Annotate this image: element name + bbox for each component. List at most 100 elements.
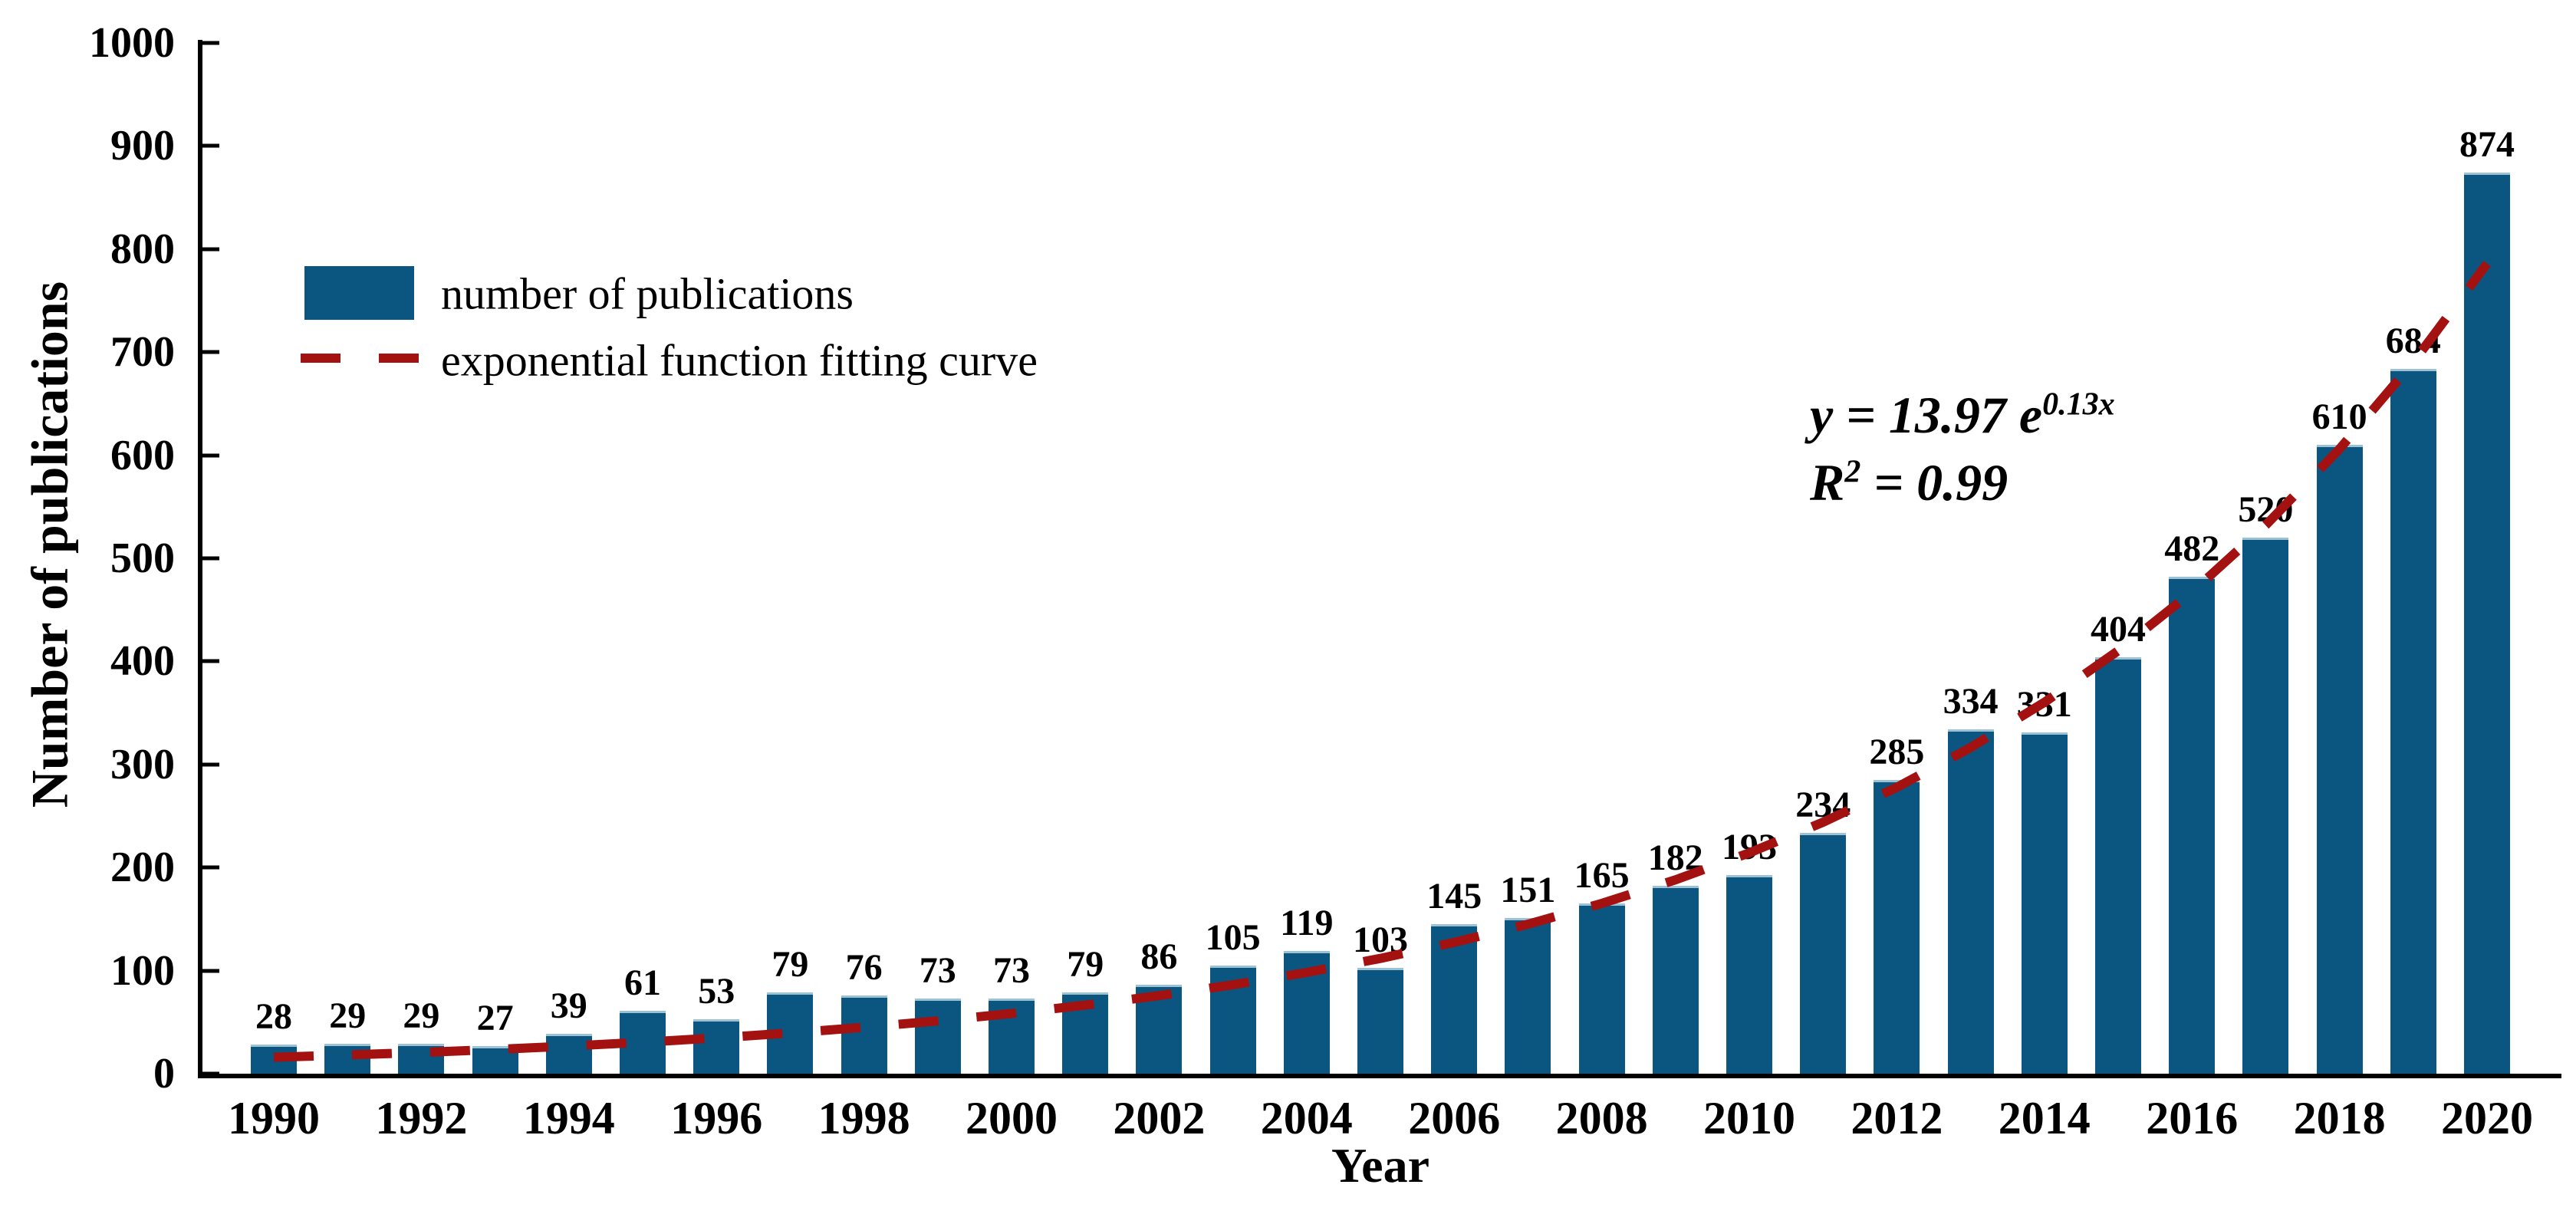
bar-2006 [1431, 924, 1478, 1074]
bar-2017 [2242, 538, 2289, 1074]
bar-2020 [2464, 173, 2510, 1074]
bar-value-label: 145 [1426, 876, 1482, 917]
x-tick-label: 2020 [2441, 1093, 2533, 1143]
bar-2009 [1652, 886, 1699, 1074]
bar-value-label: 182 [1647, 837, 1703, 879]
bar-value-label: 684 [2385, 320, 2441, 361]
bar-value-label: 331 [2016, 684, 2072, 726]
y-tick-mark [202, 41, 219, 45]
y-tick-mark [202, 969, 219, 973]
bar-value-label: 53 [698, 970, 735, 1012]
legend-line-label: exponential function fitting curve [441, 335, 1038, 386]
x-tick-label: 2006 [1408, 1093, 1501, 1143]
fit-equation-line2: R2 = 0.99 [1810, 453, 2008, 512]
x-tick-label: 2008 [1555, 1093, 1648, 1143]
bar-value-label: 234 [1795, 784, 1851, 825]
y-axis-line [198, 40, 202, 1078]
bar-2014 [2021, 732, 2068, 1074]
r-squared-exponent: 2 [1844, 454, 1861, 490]
bar-2005 [1357, 967, 1403, 1074]
bar-value-label: 285 [1869, 731, 1925, 772]
bar-value-label: 165 [1574, 855, 1630, 897]
fit-equation-exponent: 0.13x [2042, 387, 2115, 423]
x-tick-label: 1992 [375, 1093, 468, 1143]
bar-1999 [914, 998, 961, 1074]
bar-value-label: 103 [1353, 919, 1408, 960]
x-tick-label: 1996 [670, 1093, 763, 1143]
x-tick-label: 2012 [1851, 1093, 1943, 1143]
bar-value-label: 482 [2164, 528, 2220, 570]
y-tick-mark [202, 453, 219, 458]
bar-value-label: 334 [1943, 681, 1999, 722]
bar-value-label: 29 [329, 995, 367, 1037]
bar-1991 [324, 1044, 371, 1074]
bar-value-label: 61 [624, 962, 661, 1004]
x-tick-label: 2018 [2293, 1093, 2386, 1143]
x-tick-label: 1994 [522, 1093, 615, 1143]
fit-equation-line1: y = 13.97 e0.13x [1810, 386, 2115, 444]
y-tick-label: 900 [110, 122, 175, 170]
y-tick-mark [202, 350, 219, 354]
y-tick-label: 600 [110, 431, 175, 479]
y-tick-mark [202, 143, 219, 148]
legend-bar-swatch [304, 266, 414, 320]
bar-value-label: 79 [771, 943, 809, 985]
x-tick-label: 1998 [818, 1093, 910, 1143]
bar-value-label: 119 [1280, 903, 1334, 944]
y-tick-mark [202, 1071, 219, 1076]
x-tick-label: 1990 [228, 1093, 320, 1143]
bar-2011 [1800, 832, 1847, 1074]
legend-dash-icon [379, 354, 419, 363]
bar-2000 [989, 998, 1035, 1074]
bar-2003 [1209, 965, 1256, 1074]
bar-value-label: 27 [476, 997, 514, 1038]
y-tick-label: 0 [153, 1050, 175, 1097]
x-tick-label: 2002 [1113, 1093, 1206, 1143]
y-tick-label: 200 [110, 844, 175, 892]
legend-bar-label: number of publications [441, 268, 854, 319]
bar-1995 [620, 1011, 666, 1074]
bar-2002 [1136, 985, 1183, 1074]
bar-value-label: 151 [1500, 870, 1556, 911]
bar-2018 [2316, 445, 2363, 1074]
bar-value-label: 73 [919, 949, 956, 991]
y-tick-label: 800 [110, 225, 175, 273]
bar-2012 [1874, 779, 1920, 1074]
bar-value-label: 520 [2238, 489, 2294, 531]
bar-1992 [398, 1044, 445, 1074]
bar-value-label: 105 [1205, 916, 1261, 958]
bar-2007 [1505, 918, 1551, 1074]
legend-dash-icon [301, 354, 341, 363]
fit-equation: y = 13.97 e0.13x R2 = 0.99 [1810, 381, 2115, 516]
y-tick-label: 300 [110, 740, 175, 788]
y-tick-mark [202, 762, 219, 767]
bar-2013 [1947, 729, 1994, 1074]
x-tick-label: 2016 [2146, 1093, 2239, 1143]
y-tick-label: 100 [110, 946, 175, 995]
y-tick-mark [202, 865, 219, 870]
y-tick-mark [202, 659, 219, 663]
bar-value-label: 28 [255, 996, 292, 1038]
bar-1990 [251, 1045, 297, 1074]
y-tick-mark [202, 556, 219, 561]
y-tick-label: 400 [110, 637, 175, 686]
bar-2015 [2095, 657, 2141, 1074]
x-tick-label: 2000 [966, 1093, 1058, 1143]
y-tick-label: 700 [110, 328, 175, 377]
bar-2001 [1062, 992, 1109, 1074]
x-tick-label: 2014 [1998, 1093, 2091, 1143]
bar-2010 [1726, 874, 1772, 1074]
bar-2016 [2169, 577, 2216, 1074]
bar-1997 [767, 992, 814, 1074]
bar-value-label: 404 [2091, 609, 2146, 650]
y-tick-mark [202, 247, 219, 252]
y-tick-label: 500 [110, 535, 175, 582]
bar-value-label: 86 [1140, 936, 1178, 978]
x-axis-line [198, 1074, 2561, 1078]
bar-value-label: 193 [1722, 826, 1777, 867]
bar-value-label: 76 [845, 946, 883, 988]
bar-1993 [472, 1045, 518, 1074]
bar-2004 [1283, 951, 1330, 1074]
bar-value-label: 29 [403, 995, 440, 1037]
